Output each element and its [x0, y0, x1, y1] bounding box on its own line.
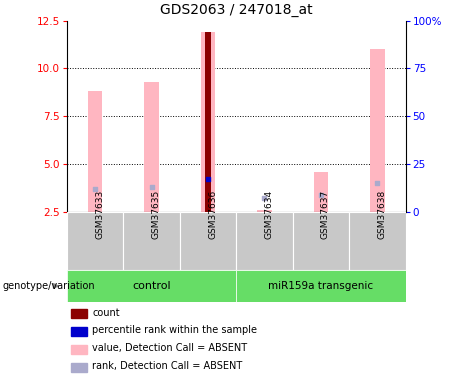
Text: GSM37635: GSM37635 — [152, 190, 160, 239]
Text: control: control — [132, 281, 171, 291]
Bar — [71, 327, 87, 336]
Text: percentile rank within the sample: percentile rank within the sample — [93, 326, 257, 336]
Bar — [180, 212, 236, 270]
Text: GSM37633: GSM37633 — [95, 190, 104, 239]
Bar — [71, 345, 87, 354]
Bar — [236, 212, 293, 270]
Bar — [205, 32, 212, 212]
Point — [374, 180, 381, 186]
Point — [91, 186, 99, 192]
Bar — [67, 270, 236, 302]
Text: rank, Detection Call = ABSENT: rank, Detection Call = ABSENT — [93, 361, 242, 371]
Bar — [314, 172, 328, 212]
Bar — [71, 363, 87, 372]
Text: genotype/variation: genotype/variation — [2, 281, 95, 291]
Text: GSM37638: GSM37638 — [378, 190, 386, 239]
Bar — [349, 212, 406, 270]
Bar — [370, 50, 384, 212]
Bar — [144, 82, 159, 212]
Text: value, Detection Call = ABSENT: value, Detection Call = ABSENT — [93, 343, 248, 353]
Bar — [67, 212, 123, 270]
Bar — [88, 92, 102, 212]
Text: GSM37634: GSM37634 — [265, 190, 273, 239]
Bar — [71, 309, 87, 318]
Point — [204, 176, 212, 182]
Bar — [201, 32, 215, 212]
Bar — [123, 212, 180, 270]
Title: GDS2063 / 247018_at: GDS2063 / 247018_at — [160, 3, 313, 17]
Text: GSM37636: GSM37636 — [208, 190, 217, 239]
Text: count: count — [93, 308, 120, 318]
Bar — [236, 270, 406, 302]
Bar — [293, 212, 349, 270]
Point — [148, 184, 155, 190]
Text: GSM37637: GSM37637 — [321, 190, 330, 239]
Point — [317, 192, 325, 198]
Text: miR159a transgenic: miR159a transgenic — [268, 281, 373, 291]
Bar — [257, 210, 272, 212]
Point — [261, 195, 268, 201]
